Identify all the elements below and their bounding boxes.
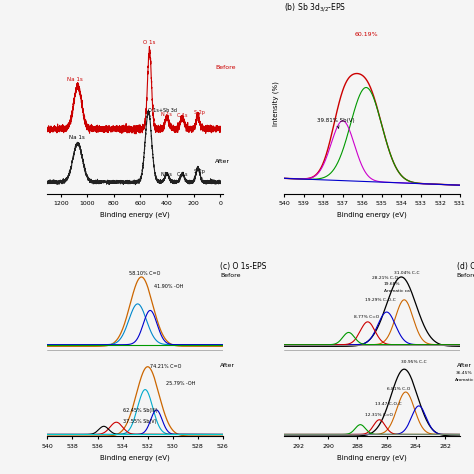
Text: 58.10% C=O: 58.10% C=O xyxy=(129,271,160,276)
Text: 28.21% C-O: 28.21% C-O xyxy=(372,275,398,280)
X-axis label: Binding energy (eV): Binding energy (eV) xyxy=(337,212,407,219)
Text: After: After xyxy=(215,158,230,164)
X-axis label: Binding energy (eV): Binding energy (eV) xyxy=(100,454,170,461)
Text: 13.47 C-O-C: 13.47 C-O-C xyxy=(375,402,401,406)
Text: 30.95% C-C: 30.95% C-C xyxy=(401,360,427,364)
Text: 12.31% C=O: 12.31% C=O xyxy=(365,413,392,418)
Text: 8.77% C=O: 8.77% C=O xyxy=(355,315,380,319)
Text: 31.04% C-C: 31.04% C-C xyxy=(394,271,419,275)
Text: S 2p: S 2p xyxy=(194,169,205,173)
Text: N 1s: N 1s xyxy=(161,112,172,117)
Text: O 1s+Sb 3d: O 1s+Sb 3d xyxy=(148,108,177,113)
Text: Before: Before xyxy=(215,65,236,70)
Text: After: After xyxy=(220,363,236,368)
Text: N 1s: N 1s xyxy=(161,172,172,177)
Text: Aromatic ca: Aromatic ca xyxy=(384,290,410,293)
Text: O 1s: O 1s xyxy=(143,40,155,45)
Text: 19.68%: 19.68% xyxy=(384,282,400,286)
Text: C 1s: C 1s xyxy=(177,113,187,118)
Text: C 1s: C 1s xyxy=(177,172,187,177)
Text: Before: Before xyxy=(457,273,474,278)
Text: 74.21% C=O: 74.21% C=O xyxy=(150,364,182,369)
X-axis label: Binding energy (eV): Binding energy (eV) xyxy=(337,454,407,461)
Text: 36.45%: 36.45% xyxy=(456,371,472,375)
Text: Na 1s: Na 1s xyxy=(69,135,84,140)
Text: Na 1s: Na 1s xyxy=(67,77,83,82)
Text: (c) O 1s-EPS: (c) O 1s-EPS xyxy=(220,262,267,271)
Text: 19.29% C-O-C: 19.29% C-O-C xyxy=(365,299,395,302)
Text: Before: Before xyxy=(220,273,241,278)
Text: 62.45% Sb(III): 62.45% Sb(III) xyxy=(123,408,157,412)
Text: 25.79% -OH: 25.79% -OH xyxy=(166,382,196,386)
Text: 37.55% Sb(V): 37.55% Sb(V) xyxy=(123,419,156,424)
Text: 41.90% -OH: 41.90% -OH xyxy=(154,283,183,289)
Text: After: After xyxy=(457,363,472,368)
Y-axis label: Intensity (%): Intensity (%) xyxy=(272,82,279,127)
Text: S 2p: S 2p xyxy=(193,110,204,115)
Text: 39.81% Sb(V): 39.81% Sb(V) xyxy=(318,118,355,128)
Text: Aromatic: Aromatic xyxy=(456,378,474,383)
Text: (b) Sb 3d$_{3/2}$-EPS: (b) Sb 3d$_{3/2}$-EPS xyxy=(284,1,346,14)
Text: (d) C 1s-EPS: (d) C 1s-EPS xyxy=(457,262,474,271)
Text: 60.19%: 60.19% xyxy=(355,32,378,37)
X-axis label: Binding energy (eV): Binding energy (eV) xyxy=(100,212,170,219)
Text: 6.81% C-O: 6.81% C-O xyxy=(387,387,410,392)
